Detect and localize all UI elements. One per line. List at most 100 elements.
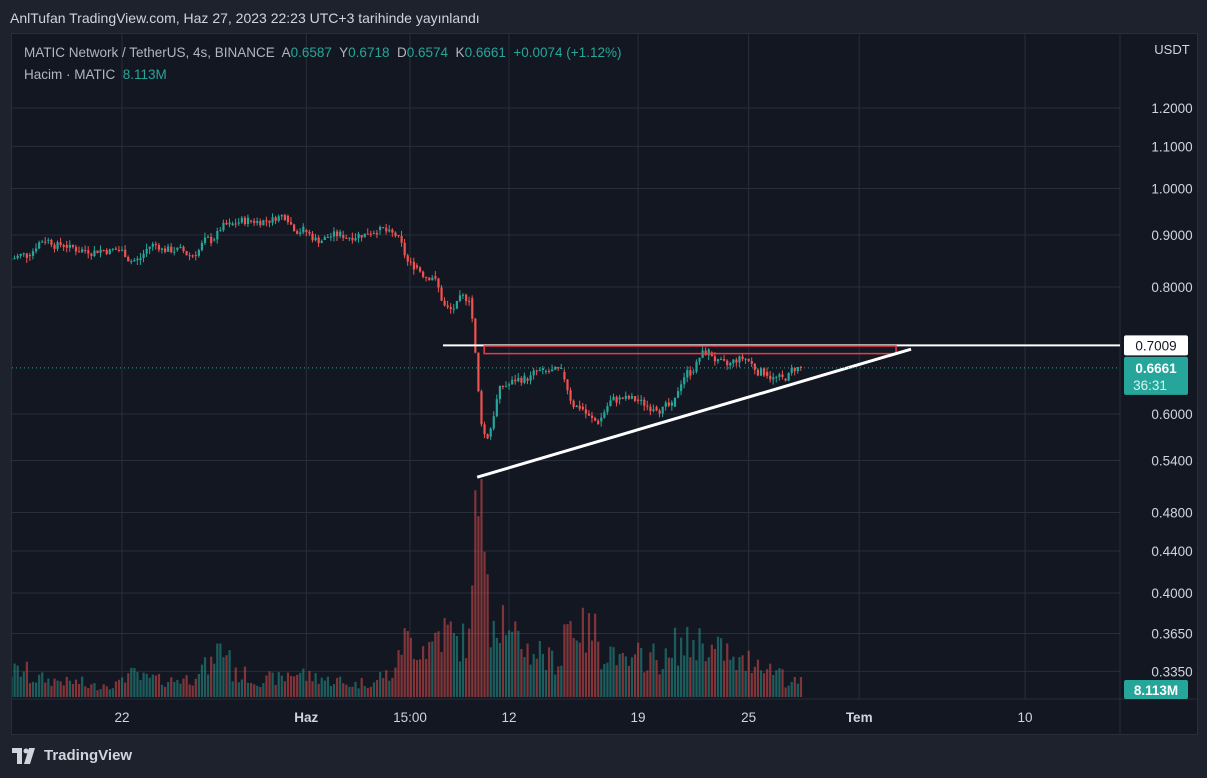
volume-bar: [216, 643, 219, 697]
volume-bar: [366, 687, 369, 697]
candle-body: [698, 357, 701, 362]
volume-bar: [775, 670, 778, 697]
volume-bar: [160, 684, 164, 697]
candle-body: [686, 370, 689, 378]
volume-bar: [357, 688, 360, 697]
volume-bar: [750, 673, 753, 697]
candle-body: [489, 428, 492, 437]
volume-bar: [127, 673, 130, 697]
candle-body: [437, 278, 440, 288]
volume-bar: [293, 676, 296, 697]
candle-body: [551, 369, 554, 372]
candle-body: [93, 250, 96, 256]
volume-bar: [784, 687, 787, 697]
volume-bar: [431, 641, 434, 697]
change-value: +0.0074 (+1.12%): [513, 45, 622, 60]
volume-bar: [575, 640, 578, 697]
candle-body: [587, 413, 591, 416]
candle-body: [403, 242, 406, 256]
volume-bar: [449, 621, 452, 697]
candle-body: [455, 300, 459, 309]
horizontal-line-price-label: 0.7009: [1135, 338, 1176, 353]
volume-bar: [415, 660, 419, 697]
volume-bar: [197, 673, 200, 697]
candle-body: [606, 406, 609, 413]
x-tick-label: 15:00: [393, 710, 427, 725]
candle-body: [517, 377, 520, 382]
candle-body: [124, 249, 127, 257]
volume-bar: [551, 650, 554, 697]
volume-bar: [200, 664, 204, 697]
symbol-legend: MATIC Network / TetherUS, 4s, BINANCE A0…: [24, 45, 621, 60]
candle-body: [431, 277, 434, 281]
volume-bar: [710, 644, 713, 697]
volume-bar: [41, 672, 44, 697]
candle-body: [296, 231, 299, 234]
volume-bar: [210, 656, 213, 697]
volume-bar: [213, 663, 216, 697]
volume-bar: [643, 672, 646, 697]
volume-bar: [529, 664, 532, 697]
candle-body: [50, 239, 53, 245]
candle-body: [750, 361, 753, 364]
volume-bar: [655, 660, 658, 697]
volume-bar: [265, 675, 268, 697]
volume-bar: [480, 479, 483, 697]
candle-body: [704, 350, 707, 356]
volume-bar: [253, 684, 256, 697]
volume-bar: [111, 688, 114, 697]
candle-body: [222, 222, 225, 231]
candle-body: [735, 359, 738, 363]
volume-bar: [547, 647, 551, 697]
y-tick-label: 0.4000: [1151, 586, 1192, 601]
volume-bar: [793, 676, 796, 697]
volume-label: Hacim · MATIC: [24, 67, 116, 82]
candle-body: [250, 220, 253, 222]
candle-body: [25, 253, 28, 258]
volume-bar: [486, 574, 489, 697]
tradingview-logo[interactable]: TradingView: [12, 747, 132, 764]
candle-body: [554, 366, 557, 370]
candle-body: [197, 250, 200, 256]
candle-body: [142, 253, 145, 259]
chart-frame[interactable]: 1.2000 1.1000 1.0000 0.9000 0.8000 0.6000 0.54…: [11, 33, 1198, 735]
volume-bar: [68, 680, 71, 697]
volume-bar: [541, 654, 545, 697]
y-tick-label: 0.8000: [1151, 280, 1192, 295]
volume-bar: [348, 686, 351, 697]
candle-body: [723, 359, 726, 361]
volume-bar: [102, 684, 105, 697]
volume-bar: [686, 626, 689, 697]
y-tick-label: 0.4800: [1151, 506, 1192, 521]
trendline-drawing: [476, 347, 912, 479]
volume-bar: [474, 490, 477, 697]
candle-body: [13, 258, 16, 260]
candle-body: [225, 222, 228, 225]
candle-body: [511, 379, 514, 385]
candle-body: [661, 406, 664, 414]
price-chart[interactable]: 1.2000 1.1000 1.0000 0.9000 0.8000 0.6000 0.54…: [12, 34, 1197, 734]
volume-bar: [59, 681, 62, 697]
candle-body: [495, 399, 498, 417]
candle-body: [707, 349, 710, 356]
volume-bar: [320, 677, 323, 697]
candle-body: [474, 318, 477, 353]
candle-body: [268, 220, 271, 223]
volume-bar: [139, 679, 142, 697]
volume-bar: [231, 681, 234, 697]
candle-body: [139, 258, 142, 261]
candle-body: [345, 237, 348, 239]
candle-body: [157, 244, 161, 250]
volume-bar: [151, 674, 154, 697]
candle-body: [578, 405, 581, 409]
candle-body: [572, 400, 575, 408]
volume-bar: [246, 682, 250, 697]
volume-bar: [452, 632, 455, 697]
volume-bar: [56, 680, 59, 697]
candle-body: [781, 374, 784, 377]
candle-body: [529, 375, 532, 381]
volume-bar: [108, 689, 111, 697]
candle-body: [363, 233, 366, 238]
volume-bar: [615, 665, 618, 697]
volume-bar: [105, 686, 108, 697]
